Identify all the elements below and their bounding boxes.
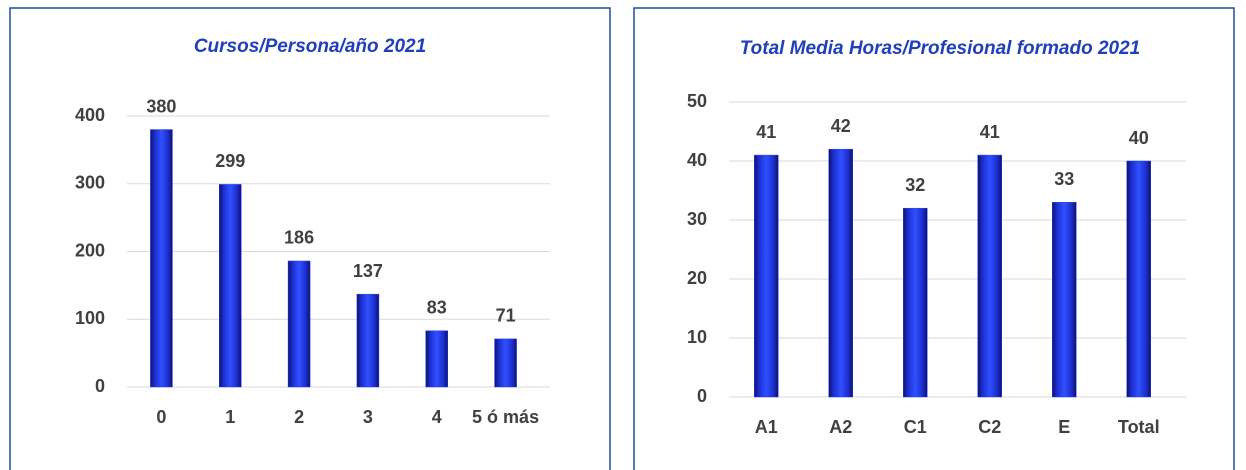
chart-title: Cursos/Persona/año 2021 [194, 36, 426, 57]
data-label: 40 [1129, 128, 1149, 148]
bar [425, 330, 448, 388]
bar [356, 293, 380, 388]
bar [977, 154, 1002, 398]
x-tick-label: 3 [363, 407, 373, 427]
y-tick-label: 30 [687, 209, 707, 229]
bar [219, 184, 242, 388]
y-tick-label: 0 [697, 386, 707, 406]
data-label: 83 [427, 298, 447, 318]
panel [9, 7, 611, 470]
y-tick-label: 0 [95, 376, 105, 396]
data-label: 32 [905, 175, 925, 195]
y-tick-label: 10 [687, 327, 707, 347]
x-tick-label: 2 [294, 407, 304, 427]
y-tick-label: 50 [687, 91, 707, 111]
x-tick-label: C2 [978, 417, 1001, 437]
x-tick-label: 4 [432, 407, 442, 427]
bar [287, 260, 311, 388]
bar [1126, 160, 1151, 398]
bar [903, 207, 928, 398]
y-tick-label: 400 [75, 105, 105, 125]
data-label: 41 [756, 122, 776, 142]
bar [1052, 202, 1077, 398]
data-label: 71 [496, 306, 516, 326]
y-tick-label: 40 [687, 150, 707, 170]
bar [150, 129, 173, 388]
data-label: 41 [980, 122, 1000, 142]
chart-title: Total Media Horas/Profesional formado 20… [740, 38, 1141, 59]
y-tick-label: 300 [75, 173, 105, 193]
bar [494, 338, 517, 388]
x-tick-label: C1 [904, 417, 927, 437]
bar [828, 148, 853, 398]
x-tick-label: Total [1118, 417, 1160, 437]
x-tick-label: A1 [755, 417, 778, 437]
x-tick-label: A2 [829, 417, 852, 437]
x-tick-label: 0 [156, 407, 166, 427]
bar [754, 154, 779, 398]
data-label: 299 [215, 151, 245, 171]
data-label: 137 [353, 261, 383, 281]
y-tick-label: 200 [75, 240, 105, 260]
data-label: 42 [831, 116, 851, 136]
data-label: 186 [284, 228, 314, 248]
y-tick-label: 20 [687, 268, 707, 288]
x-tick-label: 5 ó más [472, 407, 539, 427]
data-label: 380 [146, 96, 176, 116]
x-tick-label: E [1058, 417, 1070, 437]
x-tick-label: 1 [225, 407, 235, 427]
y-tick-label: 100 [75, 308, 105, 328]
data-label: 33 [1054, 169, 1074, 189]
